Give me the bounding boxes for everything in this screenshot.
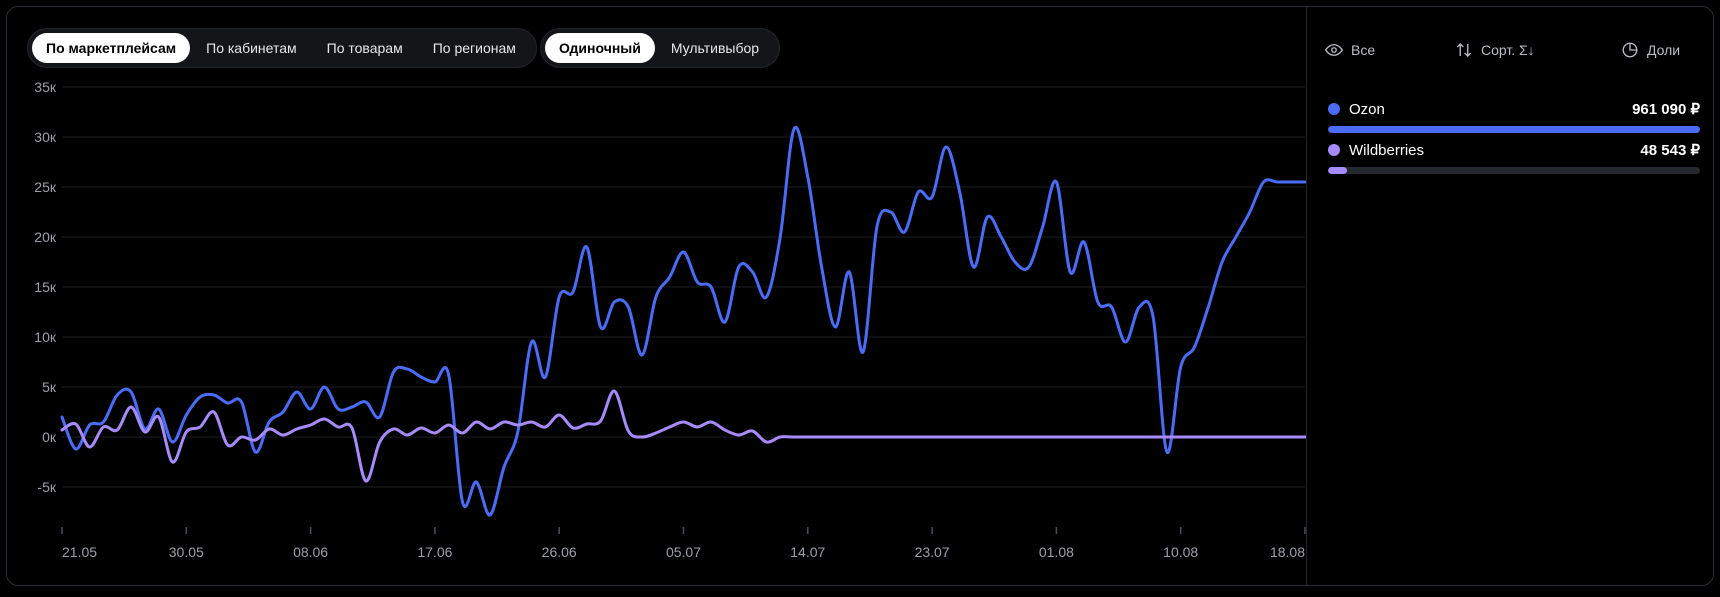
tab-by-marketplaces[interactable]: По маркетплейсам xyxy=(32,33,191,63)
tab-single[interactable]: Одиночный xyxy=(545,33,655,63)
eye-icon xyxy=(1325,41,1343,59)
share-bar-track xyxy=(1328,167,1700,174)
panel-divider xyxy=(1306,7,1307,585)
x-tick-label: 10.08 xyxy=(1163,544,1198,560)
sort-arrows-icon xyxy=(1455,41,1473,59)
legend-name: Ozon xyxy=(1349,100,1385,118)
y-tick-label: 35к xyxy=(34,79,57,95)
y-tick-label: 10к xyxy=(34,329,57,345)
shares-label: Доли xyxy=(1647,42,1681,58)
x-tick-label: 14.07 xyxy=(790,544,825,560)
series-line-wildberries xyxy=(60,389,1307,483)
y-tick-label: 30к xyxy=(34,129,57,145)
tab-by-products[interactable]: По товарам xyxy=(326,40,403,56)
wildberries-color-dot xyxy=(1328,144,1340,156)
x-tick-label: 08.06 xyxy=(293,544,328,560)
legend-value: 961 090 ₽ xyxy=(1632,101,1700,118)
y-tick-label: 5к xyxy=(42,379,57,395)
pie-chart-icon xyxy=(1621,41,1639,59)
legend-item-wildberries[interactable]: Wildberries 48 543 ₽ xyxy=(1328,140,1700,174)
x-tick-label: 21.05 xyxy=(62,544,97,560)
y-tick-label: 15к xyxy=(34,279,57,295)
legend-name: Wildberries xyxy=(1349,141,1425,159)
x-tick-label: 23.07 xyxy=(915,544,950,560)
sort-label: Сорт. Σ↓ xyxy=(1481,42,1535,58)
x-tick-label: 18.08 xyxy=(1270,544,1305,560)
y-tick-label: 25к xyxy=(34,179,57,195)
y-tick-label: 20к xyxy=(34,229,57,245)
share-bar-fill xyxy=(1328,167,1347,174)
x-tick-label: 17.06 xyxy=(417,544,452,560)
show-all-button[interactable]: Все xyxy=(1325,41,1375,59)
series-line-ozon xyxy=(60,125,1307,517)
share-bar-track xyxy=(1328,126,1700,133)
share-bar-fill xyxy=(1328,126,1700,133)
y-tick-label: -5к xyxy=(37,479,56,495)
legend-value: 48 543 ₽ xyxy=(1640,142,1700,159)
selection-mode-tabs: Одиночный Мультивыбор xyxy=(540,28,780,68)
x-tick-label: 30.05 xyxy=(169,544,204,560)
y-tick-label: 0к xyxy=(42,429,57,445)
show-all-label: Все xyxy=(1351,42,1376,58)
ozon-color-dot xyxy=(1328,103,1340,115)
sort-button[interactable]: Сорт. Σ↓ xyxy=(1455,41,1535,59)
legend-item-ozon[interactable]: Ozon 961 090 ₽ xyxy=(1328,99,1700,133)
x-tick-label: 05.07 xyxy=(666,544,701,560)
shares-button[interactable]: Доли xyxy=(1621,41,1680,59)
tab-by-accounts[interactable]: По кабинетам xyxy=(206,40,297,56)
grouping-tabs: По маркетплейсам По кабинетам По товарам… xyxy=(27,28,537,68)
line-chart: 35к 30к 25к 20к 15к 10к 5к 0к -5к 21.05 30.05 08.06… xyxy=(34,79,1307,560)
chart-panel: По маркетплейсам По кабинетам По товарам… xyxy=(6,6,1714,586)
tab-multiselect[interactable]: Мультивыбор xyxy=(670,40,760,56)
x-tick-label: 01.08 xyxy=(1039,544,1074,560)
tab-by-regions[interactable]: По регионам xyxy=(432,40,516,56)
x-tick-label: 26.06 xyxy=(542,544,577,560)
